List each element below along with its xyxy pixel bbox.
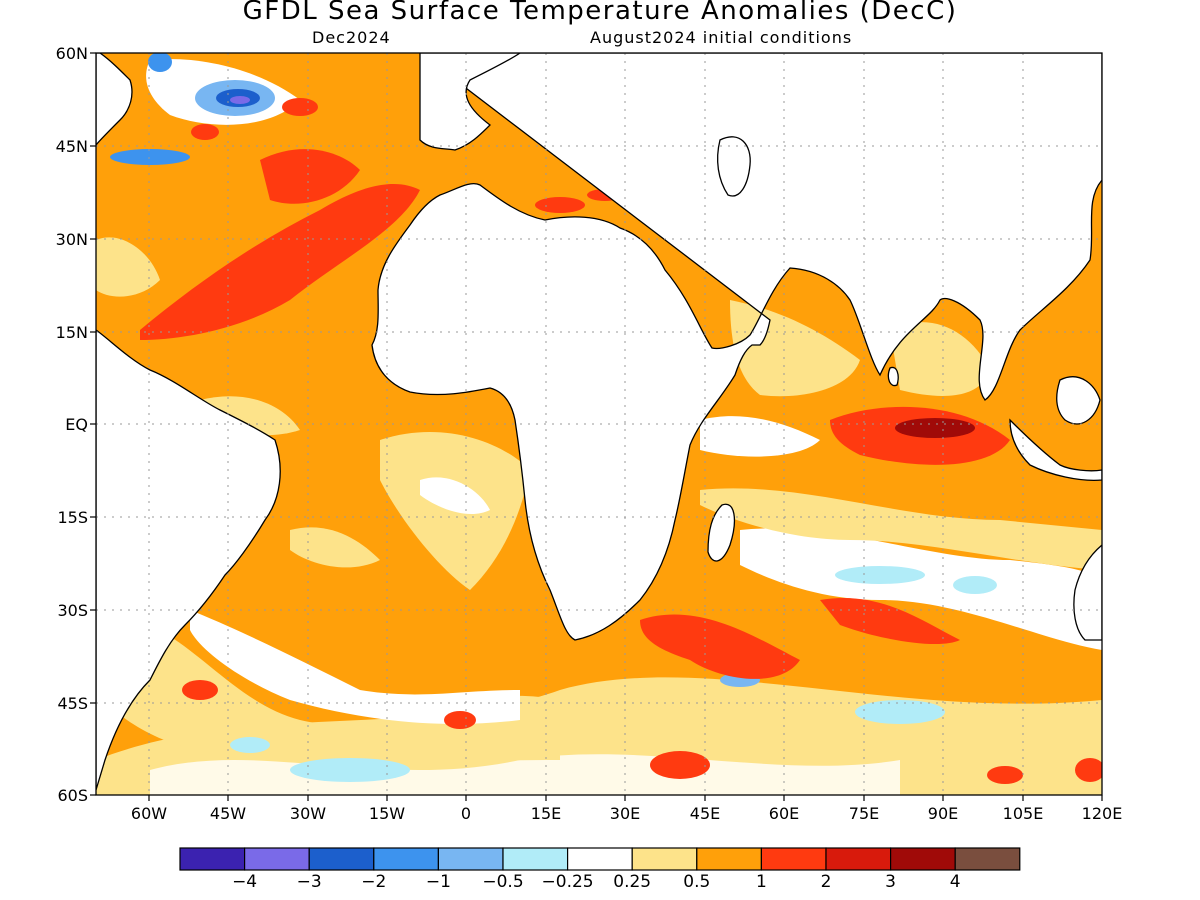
colorbar-swatch bbox=[566, 847, 633, 871]
colorbar-tick-label: −0.25 bbox=[541, 872, 594, 892]
colorbar-swatch bbox=[502, 847, 569, 871]
lon-label: 105E bbox=[1002, 804, 1044, 823]
colorbar-tick-label: 0.5 bbox=[683, 872, 711, 892]
lat-label: 15S bbox=[57, 508, 88, 527]
colorbar-swatch bbox=[631, 847, 698, 871]
colorbar-swatch bbox=[760, 847, 827, 871]
lon-label: 0 bbox=[460, 804, 472, 823]
lat-label: 60N bbox=[55, 44, 88, 63]
lon-label: 120E bbox=[1081, 804, 1123, 823]
colorbar-swatch bbox=[696, 847, 762, 871]
colorbar-tick-label: 0.25 bbox=[613, 872, 652, 892]
lon-label: 30E bbox=[609, 804, 641, 823]
colorbar-tick-label: 4 bbox=[949, 872, 961, 892]
colorbar-tick-label: −1 bbox=[425, 872, 451, 892]
land-masses bbox=[96, 53, 1102, 791]
lon-label: 75E bbox=[848, 804, 880, 823]
colorbar-swatch bbox=[179, 847, 246, 871]
lat-label: 30N bbox=[55, 230, 88, 249]
colorbar-tick-label: −4 bbox=[232, 872, 258, 892]
colorbar-tick-label: −3 bbox=[296, 872, 322, 892]
lon-label: 15E bbox=[530, 804, 562, 823]
colorbar-swatch bbox=[308, 847, 375, 871]
colorbar-tick-label: 2 bbox=[820, 872, 832, 892]
axis-ticks bbox=[90, 52, 1103, 801]
forecast-month: Dec2024 bbox=[312, 28, 391, 47]
lon-label: 60E bbox=[768, 804, 800, 823]
colorbar-swatch bbox=[825, 847, 892, 871]
colorbar-tick-label: 3 bbox=[885, 872, 896, 892]
lon-label: 15W bbox=[368, 804, 406, 823]
lon-label: 45W bbox=[209, 804, 247, 823]
colorbar-swatch bbox=[889, 847, 956, 871]
colorbar-tick-label: −0.5 bbox=[482, 872, 524, 892]
lat-label: 45N bbox=[55, 137, 88, 156]
lat-label: 45S bbox=[57, 694, 88, 713]
colorbar-swatch bbox=[954, 847, 1021, 871]
colorbar-swatch bbox=[437, 847, 504, 871]
lat-label: EQ bbox=[65, 415, 88, 434]
colorbar-tick-label: 1 bbox=[755, 872, 767, 892]
lat-label: 15N bbox=[55, 323, 88, 342]
colorbar-swatch bbox=[373, 847, 439, 871]
lat-label: 30S bbox=[57, 601, 88, 620]
lon-label: 60W bbox=[130, 804, 168, 823]
lon-label: 90E bbox=[927, 804, 959, 823]
lat-label: 60S bbox=[57, 786, 88, 805]
lon-label: 45E bbox=[689, 804, 721, 823]
colorbar-tick-label: −2 bbox=[361, 872, 387, 892]
map-title: GFDL Sea Surface Temperature Anomalies (… bbox=[242, 0, 958, 26]
colorbar-swatch bbox=[244, 847, 310, 871]
initial-conditions-note: August2024 initial conditions bbox=[590, 28, 853, 47]
colorbar bbox=[179, 847, 1021, 871]
lon-label: 30W bbox=[289, 804, 327, 823]
